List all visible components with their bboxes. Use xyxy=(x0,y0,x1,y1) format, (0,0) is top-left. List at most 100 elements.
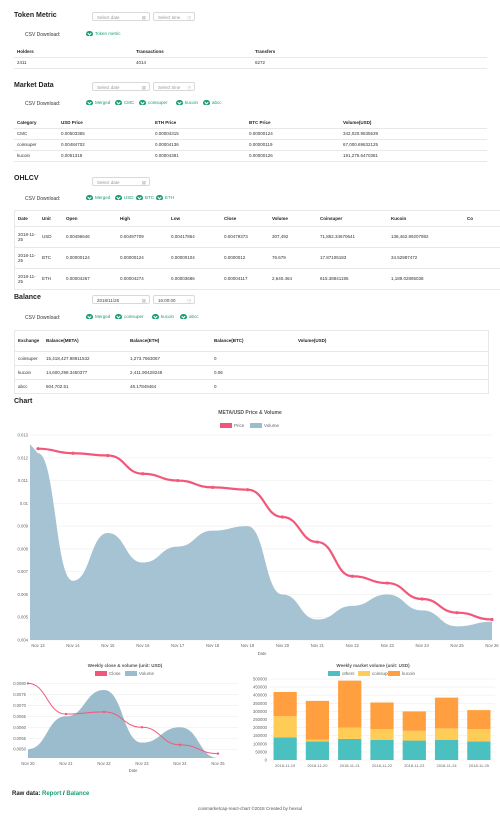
table-cell: coinsuper xyxy=(14,139,58,151)
table-cell: abcc xyxy=(15,379,43,394)
download-abcc[interactable]: abcc xyxy=(203,100,222,105)
download-label: kucoin xyxy=(185,100,199,105)
y-tick-label: 0.0070 xyxy=(13,703,26,708)
cloud-download-icon xyxy=(136,195,143,200)
y-tick-label: 0.0075 xyxy=(13,692,26,697)
ohlcv-date-picker[interactable]: Select date ▦ xyxy=(92,177,150,186)
price-point xyxy=(490,617,494,622)
cloud-download-icon xyxy=(203,100,210,105)
y-tick-label: 0.0050 xyxy=(13,747,26,752)
close-point xyxy=(64,712,68,716)
bar-segment-others xyxy=(467,741,491,760)
market-date-picker[interactable]: Select date ▦ xyxy=(92,82,150,91)
download-cmc[interactable]: CMC xyxy=(115,100,134,105)
bar-segment-others xyxy=(273,737,297,760)
ohlcv-table-wrap[interactable]: Date Unit Open High Low Close Volume Coinsuper K… xyxy=(14,210,500,290)
x-tick-label: Nov 23 xyxy=(381,643,395,648)
price-point xyxy=(420,597,424,601)
download-kucoin[interactable]: kucoin xyxy=(176,100,198,105)
download-merged[interactable]: Merged xyxy=(86,314,110,319)
download-coinsuper[interactable]: coinsuper xyxy=(115,314,144,319)
download-merged[interactable]: Merged xyxy=(86,100,110,105)
cloud-download-icon xyxy=(176,100,183,105)
x-tick-label: Nov 21 xyxy=(311,643,325,648)
x-tick-label: Nov 15 xyxy=(101,643,115,648)
download-token-metric[interactable]: Token metric xyxy=(86,31,121,36)
clock-icon: ◷ xyxy=(187,15,191,20)
download-eth[interactable]: ETH xyxy=(156,195,174,200)
x-tick-label: Nov 22 xyxy=(97,761,111,766)
download-merged[interactable]: Merged xyxy=(86,195,110,200)
y-tick-label: 0.0080 xyxy=(13,681,26,686)
price-point xyxy=(455,611,459,615)
table-cell: 0.0051318 xyxy=(58,150,152,162)
legend-label: coinsuper xyxy=(372,671,392,676)
bar-segment-others xyxy=(338,738,362,760)
x-tick-label: 2018-11-23 xyxy=(404,763,425,768)
table-cell: 1,273.7863067 xyxy=(127,351,211,366)
col-header: Balance(BTC) xyxy=(211,331,295,352)
balance-time-picker[interactable]: 16:00:00 ◷ xyxy=(153,295,195,304)
token-date-picker[interactable]: Select date ▦ xyxy=(92,12,150,21)
ohlcv-table: Date Unit Open High Low Close Volume Coinsuper K… xyxy=(15,211,500,289)
bar-segment-others xyxy=(402,740,426,760)
table-cell: 0.00496646 xyxy=(63,226,117,248)
csv-download-label: CSV Download: xyxy=(25,101,61,107)
close-point xyxy=(216,752,220,755)
table-cell: 0.00000126 xyxy=(246,150,340,162)
token-time-picker[interactable]: Select time ◷ xyxy=(153,12,195,21)
bar-segment-others xyxy=(434,739,459,760)
time-placeholder: Select time xyxy=(158,85,181,90)
price-line xyxy=(37,447,493,621)
bar-segment-kucoin xyxy=(467,710,491,730)
token-metric-title: Token Metric xyxy=(14,12,57,19)
x-tick-label: 2018-11-21 xyxy=(340,763,361,768)
col-header: Category xyxy=(14,117,58,129)
calendar-icon: ▦ xyxy=(141,85,146,90)
table-cell: coinsuper xyxy=(15,351,43,366)
csv-download-label: CSV Download: xyxy=(25,32,61,38)
report-link[interactable]: Report xyxy=(42,791,62,797)
table-cell: BTC xyxy=(39,247,63,269)
table-row: coinsuper 0.00484702 0.00004136 0.00000119 6… xyxy=(14,139,487,151)
balance-date-picker[interactable]: 2018/11/26 ▦ xyxy=(92,295,150,304)
table-cell: 17.87105183 xyxy=(317,247,388,269)
table-cell: 0 xyxy=(211,379,295,394)
x-tick-label: 2018-11-20 xyxy=(307,763,328,768)
table-cell: 0.00004117 xyxy=(221,268,269,289)
weekly-market-volume-chart: Weekly market volume (unit: USD) others co… xyxy=(253,663,495,768)
chart-section-title: Chart xyxy=(14,398,33,405)
y-tick-label: 400000 xyxy=(253,693,268,698)
legend-label: others xyxy=(342,671,355,676)
download-coinsuper[interactable]: coinsuper xyxy=(139,100,168,105)
balance-title: Balance xyxy=(14,294,41,301)
x-tick-label: 2018-11-25 xyxy=(469,763,490,768)
x-tick-label: Nov 24 xyxy=(173,761,187,766)
calendar-icon: ▦ xyxy=(141,15,146,20)
cloud-download-icon xyxy=(180,314,187,319)
col-header: Holders xyxy=(14,46,133,58)
download-label: kucoin xyxy=(161,314,175,319)
x-tick-label: Nov 23 xyxy=(135,761,149,766)
x-tick-label: Nov 13 xyxy=(31,643,45,648)
x-tick-label: Nov 22 xyxy=(346,643,360,648)
download-label: abcc xyxy=(189,314,199,319)
table-cell: 0.00003686 xyxy=(168,268,221,289)
raw-data-label: Raw data: xyxy=(12,791,41,797)
col-header: Close xyxy=(221,211,269,227)
download-usd[interactable]: USD xyxy=(115,195,134,200)
balance-link[interactable]: Balance xyxy=(66,791,90,797)
market-time-picker[interactable]: Select time ◷ xyxy=(153,82,195,91)
table-cell: 0.00000104 xyxy=(168,247,221,269)
chart-title: Weekly close & volume (unit: USD) xyxy=(88,663,163,668)
table-cell: 0.00000124 xyxy=(117,247,168,269)
table-cell: 2018-11-25 xyxy=(15,268,39,289)
download-btc[interactable]: BTC xyxy=(136,195,154,200)
table-cell: 2411 xyxy=(14,57,133,69)
chart-title: Weekly market volume (unit: USD) xyxy=(336,663,410,668)
download-abcc[interactable]: abcc xyxy=(180,314,199,319)
y-tick-label: 300000 xyxy=(253,709,268,714)
separator: / xyxy=(63,791,65,797)
download-kucoin[interactable]: kucoin xyxy=(152,314,174,319)
bar-segment-coinsuper xyxy=(402,730,426,741)
